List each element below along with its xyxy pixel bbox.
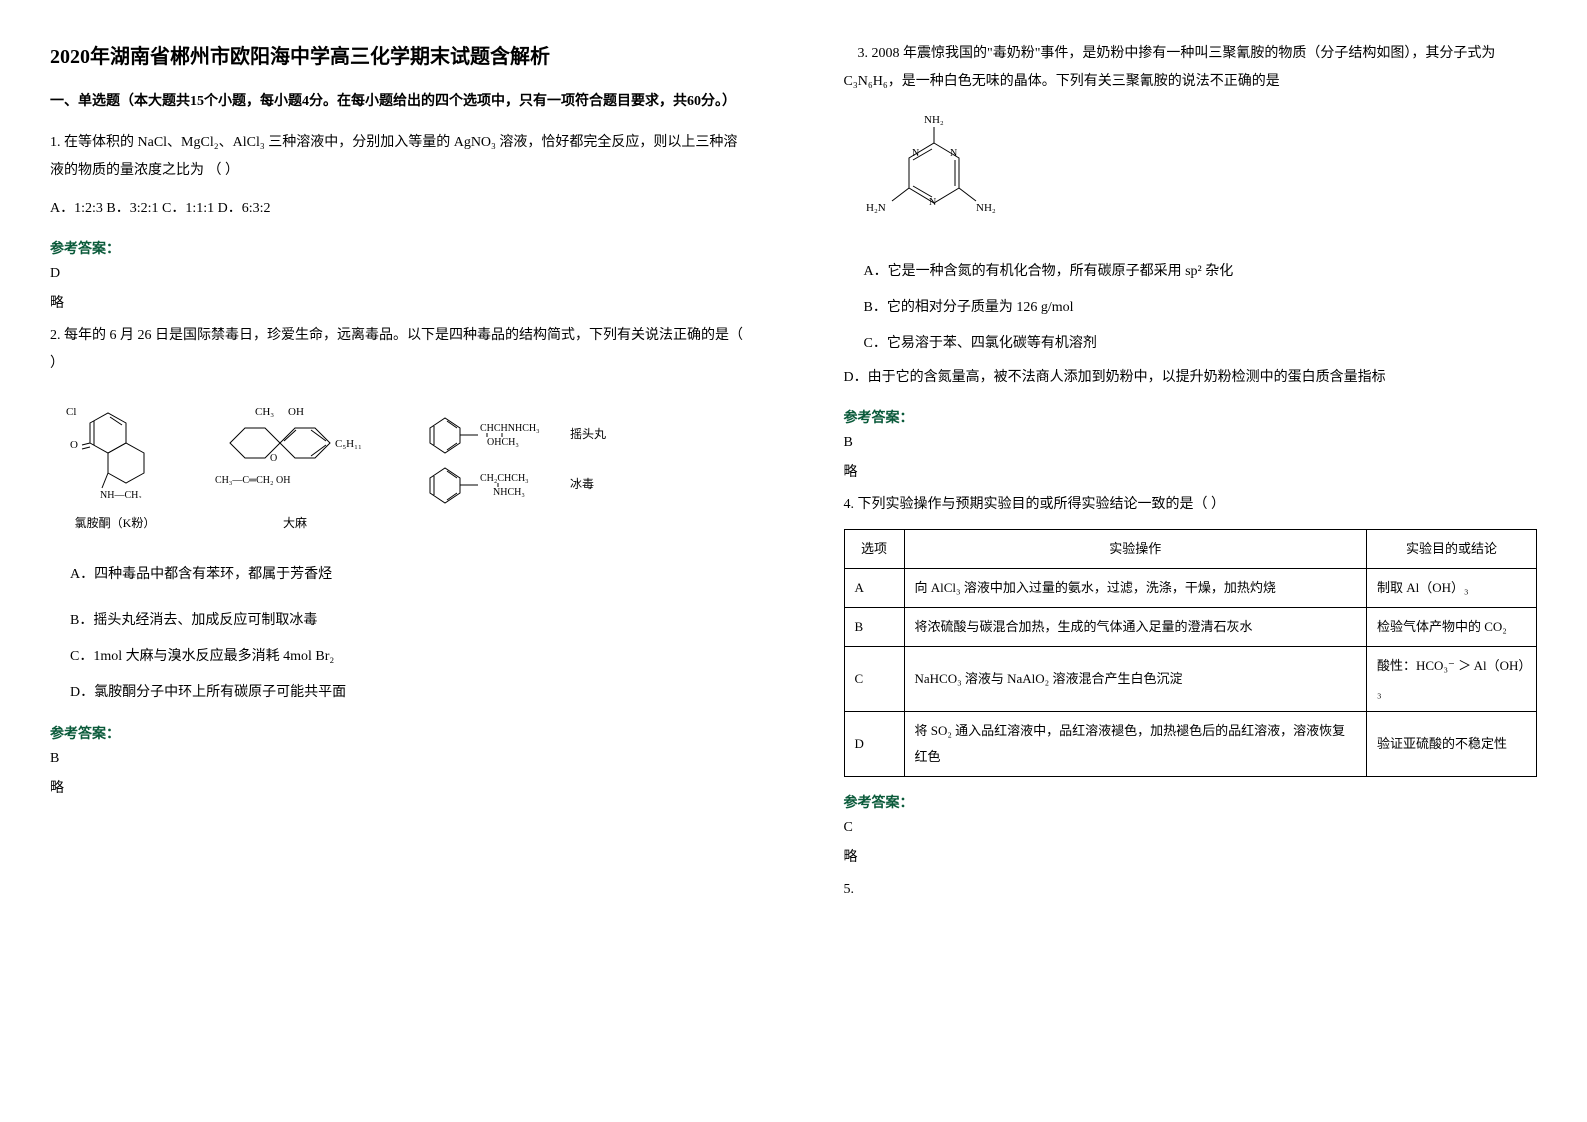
table-header-row: 选项 实验操作 实验目的或结论 xyxy=(844,530,1537,569)
cell-a-op: 向 AlCl₃ 溶液中加入过量的氨水，过滤，洗涤，干燥，加热灼烧 xyxy=(904,569,1367,608)
svg-text:N: N xyxy=(929,197,936,208)
svg-text:OH: OH xyxy=(288,406,304,418)
svg-text:冰毒: 冰毒 xyxy=(570,477,594,491)
question-2: 2. 每年的 6 月 26 日是国际禁毒日，珍爱生命，远离毒品。以下是四种毒品的… xyxy=(50,322,744,708)
svg-text:CHCHNHCH₃: CHCHNHCH₃ xyxy=(480,423,540,434)
cell-a-opt: A xyxy=(844,569,904,608)
table-row: B 将浓硫酸与碳混合加热，生成的气体通入足量的澄清石灰水 检验气体产物中的 CO… xyxy=(844,608,1537,647)
table-row: A 向 AlCl₃ 溶液中加入过量的氨水，过滤，洗涤，干燥，加热灼烧 制取 Al… xyxy=(844,569,1537,608)
q2-optD: D．氯胺酮分子中环上所有碳原子可能共平面 xyxy=(70,678,744,709)
q3-explain: 略 xyxy=(844,461,1538,481)
svg-text:摇头丸: 摇头丸 xyxy=(570,427,606,441)
th-option: 选项 xyxy=(844,530,904,569)
triazine-structure: NH₂ N N N H₂N NH₂ xyxy=(864,111,1004,242)
svg-text:N: N xyxy=(950,148,957,159)
q3-stem: 3. 2008 年震惊我国的"毒奶粉"事件，是奶粉中掺有一种叫三聚氰胺的物质（分… xyxy=(844,40,1538,96)
q1-answer-label: 参考答案： xyxy=(50,238,744,258)
q2-optC: C．1mol 大麻与溴水反应最多消耗 4mol Br₂ xyxy=(70,642,744,673)
q4-answer: C xyxy=(844,820,1538,836)
q3-options: A．它是一种含氮的有机化合物，所有碳原子都采用 sp² 杂化 B．它的相对分子质… xyxy=(864,257,1538,359)
q3-answer: B xyxy=(844,435,1538,451)
cell-b-op: 将浓硫酸与碳混合加热，生成的气体通入足量的澄清石灰水 xyxy=(904,608,1367,647)
right-column: 3. 2008 年震惊我国的"毒奶粉"事件，是奶粉中掺有一种叫三聚氰胺的物质（分… xyxy=(794,0,1587,1122)
svg-text:NHCH₃: NHCH₃ xyxy=(493,487,525,498)
svg-text:C₅H₁₁: C₅H₁₁ xyxy=(335,438,362,450)
svg-text:NH₂: NH₂ xyxy=(924,114,944,126)
molecule-kfen: Cl O NH—CH₃ 氯胺酮（K粉） xyxy=(50,393,180,545)
svg-text:NH₂: NH₂ xyxy=(976,202,996,214)
svg-text:CH₃—C═CH₂ OH: CH₃—C═CH₂ OH xyxy=(215,475,290,486)
q2-explain: 略 xyxy=(50,777,744,797)
question-4: 4. 下列实验操作与预期实验目的或所得实验结论一致的是（ ） 选项 实验操作 实… xyxy=(844,491,1538,777)
cell-d-op: 将 SO₂ 通入品红溶液中，品红溶液褪色，加热褪色后的品红溶液，溶液恢复红色 xyxy=(904,712,1367,777)
q3-optA: A．它是一种含氮的有机化合物，所有碳原子都采用 sp² 杂化 xyxy=(864,257,1538,288)
cell-c-opt: C xyxy=(844,647,904,712)
molecule-yaotou-bingdu: CHCHNHCH₃ OHCH₃ 摇头丸 CH₂CHCH₃ NHCH₃ 冰毒 xyxy=(410,393,630,545)
question-5: 5. xyxy=(844,876,1538,904)
left-column: 2020年湖南省郴州市欧阳海中学高三化学期末试题含解析 一、单选题（本大题共15… xyxy=(0,0,794,1122)
q4-explain: 略 xyxy=(844,846,1538,866)
q3-optC: C．它易溶于苯、四氯化碳等有机溶剂 xyxy=(864,329,1538,360)
svg-text:NH—CH₃: NH—CH₃ xyxy=(100,490,142,498)
svg-text:H₂N: H₂N xyxy=(866,202,886,214)
q1-stem: 1. 在等体积的 NaCl、MgCl₂、AlCl₃ 三种溶液中，分别加入等量的 … xyxy=(50,129,744,185)
cell-c-op: NaHCO₃ 溶液与 NaAlO₂ 溶液混合产生白色沉淀 xyxy=(904,647,1367,712)
cell-a-con: 制取 Al（OH）₃ xyxy=(1367,569,1537,608)
svg-text:CH₃: CH₃ xyxy=(255,406,274,418)
q4-stem: 4. 下列实验操作与预期实验目的或所得实验结论一致的是（ ） xyxy=(844,491,1538,519)
svg-text:OHCH₃: OHCH₃ xyxy=(487,437,519,448)
q1-explain: 略 xyxy=(50,292,744,312)
cell-b-con: 检验气体产物中的 CO₂ xyxy=(1367,608,1537,647)
q2-options: A．四种毒品中都含有苯环，都属于芳香烃 B．摇头丸经消去、加成反应可制取冰毒 C… xyxy=(70,560,744,708)
q2-optB: B．摇头丸经消去、加成反应可制取冰毒 xyxy=(70,606,744,637)
cell-d-con: 验证亚硫酸的不稳定性 xyxy=(1367,712,1537,777)
q1-answer: D xyxy=(50,266,744,282)
question-1: 1. 在等体积的 NaCl、MgCl₂、AlCl₃ 三种溶液中，分别加入等量的 … xyxy=(50,129,744,223)
svg-text:N: N xyxy=(912,148,919,159)
q2-answer: B xyxy=(50,751,744,767)
q4-table: 选项 实验操作 实验目的或结论 A 向 AlCl₃ 溶液中加入过量的氨水，过滤，… xyxy=(844,529,1538,777)
cell-b-opt: B xyxy=(844,608,904,647)
svg-text:O: O xyxy=(270,453,277,464)
svg-text:Cl: Cl xyxy=(66,406,76,418)
q2-stem: 2. 每年的 6 月 26 日是国际禁毒日，珍爱生命，远离毒品。以下是四种毒品的… xyxy=(50,322,744,378)
dama-label: 大麻 xyxy=(210,511,380,535)
cell-d-opt: D xyxy=(844,712,904,777)
q3-optD: D．由于它的含氮量高，被不法商人添加到奶粉中，以提升奶粉检测中的蛋白质含量指标 xyxy=(844,364,1538,392)
section-header: 一、单选题（本大题共15个小题，每小题4分。在每小题给出的四个选项中，只有一项符… xyxy=(50,89,744,114)
th-operation: 实验操作 xyxy=(904,530,1367,569)
q2-structures: Cl O NH—CH₃ 氯胺酮（K粉） CH₃ OH xyxy=(50,393,744,545)
table-row: D 将 SO₂ 通入品红溶液中，品红溶液褪色，加热褪色后的品红溶液，溶液恢复红色… xyxy=(844,712,1537,777)
kfen-label: 氯胺酮（K粉） xyxy=(60,511,170,535)
q3-answer-label: 参考答案： xyxy=(844,407,1538,427)
q3-optB: B．它的相对分子质量为 126 g/mol xyxy=(864,293,1538,324)
q2-optA: A．四种毒品中都含有苯环，都属于芳香烃 xyxy=(70,560,744,591)
cell-c-con: 酸性：HCO₃⁻ ＞ Al（OH）₃ xyxy=(1367,647,1537,712)
q5-stem: 5. xyxy=(844,876,1538,904)
svg-text:O: O xyxy=(70,439,78,451)
molecule-dama: CH₃ OH C₅H₁₁ O CH₃—C═CH₂ OH 大麻 xyxy=(200,393,390,545)
table-row: C NaHCO₃ 溶液与 NaAlO₂ 溶液混合产生白色沉淀 酸性：HCO₃⁻ … xyxy=(844,647,1537,712)
page-title: 2020年湖南省郴州市欧阳海中学高三化学期末试题含解析 xyxy=(50,40,744,69)
th-conclusion: 实验目的或结论 xyxy=(1367,530,1537,569)
svg-text:CH₂CHCH₃: CH₂CHCH₃ xyxy=(480,473,529,484)
q2-answer-label: 参考答案： xyxy=(50,723,744,743)
question-3: 3. 2008 年震惊我国的"毒奶粉"事件，是奶粉中掺有一种叫三聚氰胺的物质（分… xyxy=(844,40,1538,392)
q4-answer-label: 参考答案： xyxy=(844,792,1538,812)
q1-options: A．1:2:3 B．3:2:1 C．1:1:1 D．6:3:2 xyxy=(50,195,744,223)
